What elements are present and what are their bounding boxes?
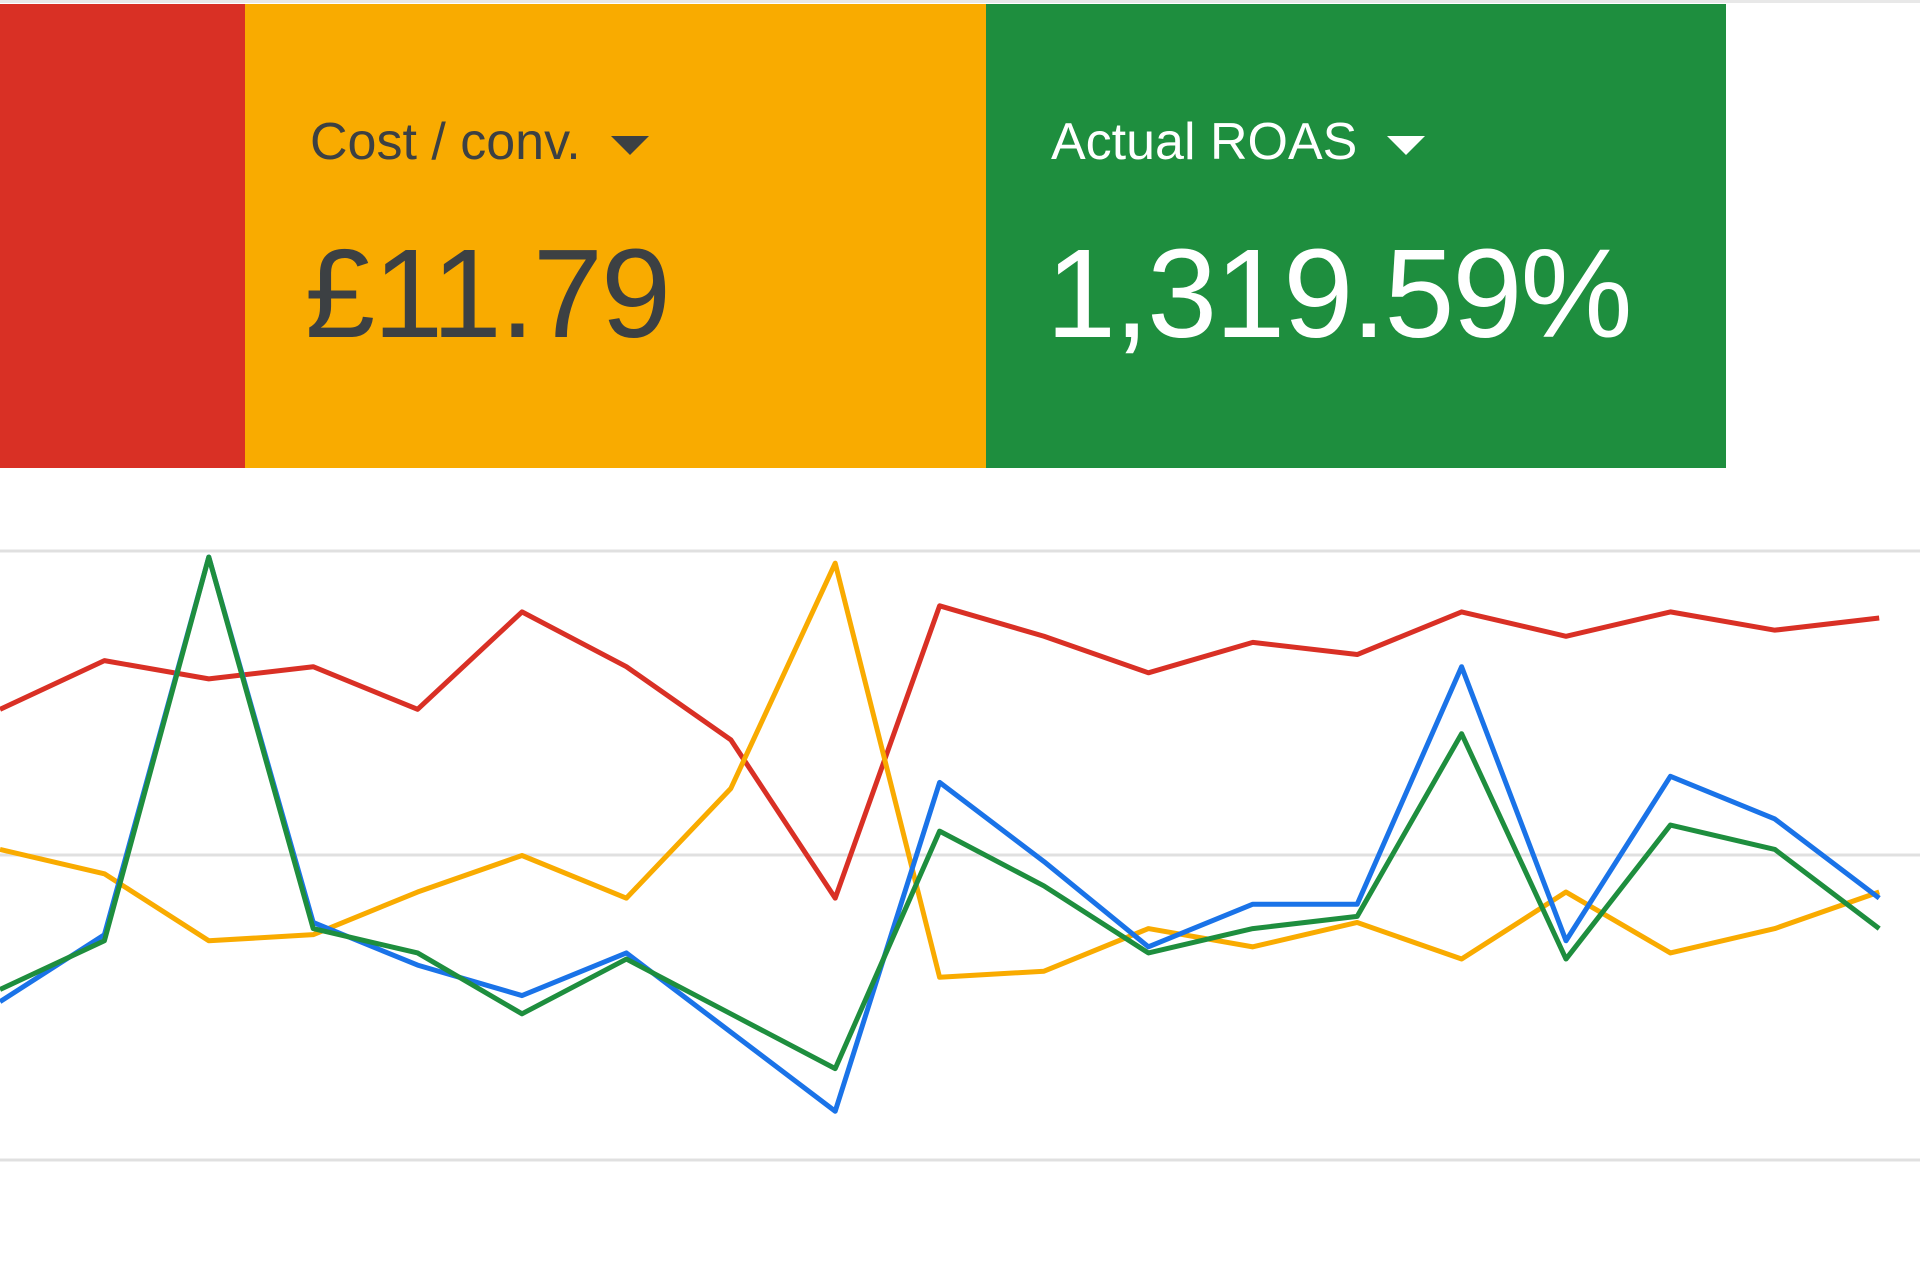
metric-label[interactable]: Cost / conv. [310, 112, 649, 172]
metric-value: £11.79 [305, 223, 671, 364]
metric-card[interactable]: Cost / conv. £11.79 [245, 4, 986, 468]
data-line [0, 560, 1881, 980]
metric-card[interactable] [0, 4, 245, 468]
metric-value: 1,319.59% [1046, 223, 1632, 364]
data-line [0, 554, 1881, 1072]
metric-card[interactable]: Actual ROAS 1,319.59% [986, 4, 1726, 468]
dropdown-arrow[interactable] [1387, 135, 1426, 155]
metric-label[interactable]: Actual ROAS [1051, 112, 1426, 172]
divider [0, 0, 1920, 3]
dropdown-arrow[interactable] [610, 135, 649, 155]
metric-label-text: Cost / conv. [310, 113, 581, 171]
data-line [0, 603, 1880, 901]
metric-label-text: Actual ROAS [1051, 113, 1358, 171]
